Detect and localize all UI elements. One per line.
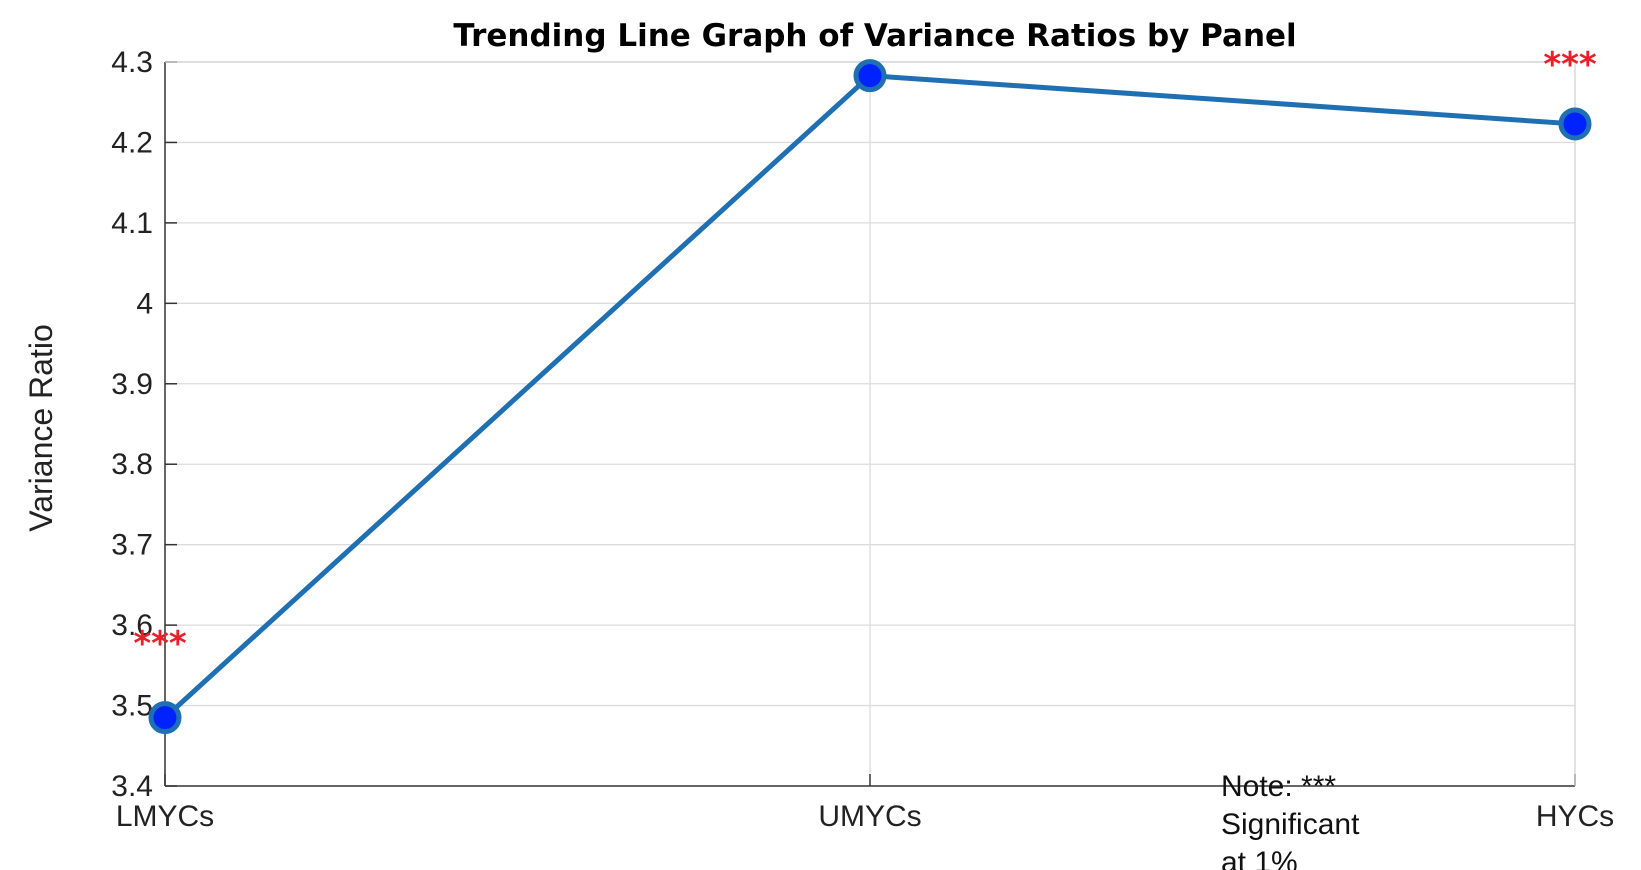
y-tick-label: 3.8 bbox=[111, 448, 153, 481]
significance-annotations: *** *** bbox=[133, 45, 1597, 664]
note-line: at 1% bbox=[1221, 846, 1298, 870]
y-tick-label: 4.1 bbox=[111, 207, 153, 240]
significance-note: Note: *** Significant at 1% bbox=[1221, 770, 1360, 870]
significance-marker-lmycs: *** bbox=[133, 624, 187, 664]
y-tick-labels: 3.4 3.5 3.6 3.7 3.8 3.9 4 4.1 4.2 4.3 bbox=[111, 46, 153, 803]
data-point-lmycs bbox=[148, 701, 182, 735]
x-tick-label: HYCs bbox=[1536, 800, 1614, 833]
y-tick-label: 3.7 bbox=[111, 529, 153, 562]
data-point-hycs bbox=[1558, 107, 1592, 141]
y-axis-label: Variance Ratio bbox=[23, 324, 59, 532]
significance-marker-hycs: *** bbox=[1543, 45, 1597, 85]
x-tick-label: LMYCs bbox=[116, 800, 214, 833]
y-tick-label: 3.4 bbox=[111, 770, 153, 803]
y-tick-label: 3.5 bbox=[111, 690, 153, 723]
y-tick-label: 3.9 bbox=[111, 368, 153, 401]
series-variance-ratio bbox=[148, 59, 1592, 735]
chart-title: Trending Line Graph of Variance Ratios b… bbox=[453, 18, 1296, 54]
x-tick-label: UMYCs bbox=[818, 800, 921, 833]
note-line: Significant bbox=[1221, 808, 1360, 841]
data-point-umycs bbox=[853, 59, 887, 93]
grid-lines bbox=[165, 61, 1575, 786]
x-tick-labels: LMYCs UMYCs HYCs bbox=[116, 800, 1614, 833]
y-tick-label: 3.6 bbox=[111, 609, 153, 642]
y-tick-label: 4 bbox=[136, 287, 153, 320]
y-tick-label: 4.2 bbox=[111, 126, 153, 159]
note-line: Note: *** bbox=[1221, 770, 1336, 803]
y-tick-label: 4.3 bbox=[111, 46, 153, 79]
